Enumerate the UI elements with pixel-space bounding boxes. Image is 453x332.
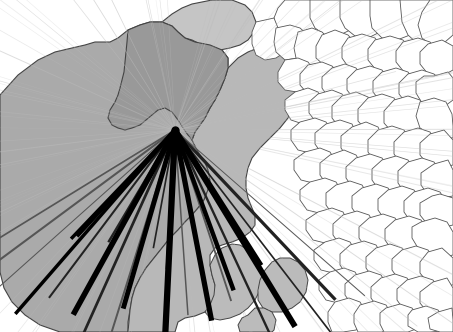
Polygon shape — [352, 184, 394, 221]
Polygon shape — [380, 304, 418, 332]
Polygon shape — [420, 194, 453, 228]
Polygon shape — [274, 0, 330, 38]
Polygon shape — [162, 0, 256, 50]
Polygon shape — [358, 94, 400, 133]
Polygon shape — [420, 248, 453, 286]
Polygon shape — [370, 0, 418, 40]
Polygon shape — [108, 22, 228, 140]
Polygon shape — [319, 268, 361, 303]
Polygon shape — [366, 244, 408, 281]
Polygon shape — [322, 64, 362, 100]
Polygon shape — [428, 308, 453, 332]
Polygon shape — [258, 258, 308, 312]
Polygon shape — [278, 58, 314, 92]
Polygon shape — [310, 0, 358, 36]
Polygon shape — [0, 22, 228, 332]
Polygon shape — [340, 0, 388, 38]
Polygon shape — [128, 46, 298, 332]
Polygon shape — [420, 130, 453, 168]
Polygon shape — [412, 218, 453, 258]
Polygon shape — [274, 25, 312, 60]
Polygon shape — [285, 88, 323, 124]
Polygon shape — [294, 28, 332, 65]
Polygon shape — [342, 34, 382, 72]
Polygon shape — [294, 148, 336, 183]
Polygon shape — [309, 90, 348, 126]
Polygon shape — [300, 62, 338, 96]
Polygon shape — [394, 128, 436, 167]
Polygon shape — [316, 30, 356, 68]
Polygon shape — [205, 244, 262, 320]
Polygon shape — [345, 271, 387, 308]
Polygon shape — [332, 92, 373, 130]
Polygon shape — [416, 72, 453, 108]
Polygon shape — [396, 38, 438, 76]
Polygon shape — [372, 156, 414, 193]
Polygon shape — [291, 118, 332, 153]
Polygon shape — [347, 66, 388, 102]
Polygon shape — [328, 298, 366, 332]
Polygon shape — [315, 120, 357, 157]
Polygon shape — [320, 150, 362, 188]
Polygon shape — [306, 208, 348, 243]
Polygon shape — [408, 306, 444, 332]
Polygon shape — [238, 308, 276, 332]
Polygon shape — [300, 178, 342, 213]
Polygon shape — [368, 126, 410, 165]
Polygon shape — [333, 211, 375, 248]
Polygon shape — [368, 36, 410, 74]
Polygon shape — [398, 158, 440, 196]
Polygon shape — [385, 216, 427, 253]
Polygon shape — [397, 276, 439, 313]
Polygon shape — [373, 68, 414, 104]
Polygon shape — [340, 241, 382, 278]
Polygon shape — [341, 122, 383, 161]
Polygon shape — [378, 186, 420, 223]
Polygon shape — [371, 274, 413, 311]
Polygon shape — [404, 188, 446, 225]
Polygon shape — [346, 154, 388, 191]
Polygon shape — [400, 0, 450, 46]
Polygon shape — [418, 0, 453, 46]
Polygon shape — [314, 238, 356, 273]
Polygon shape — [384, 96, 426, 135]
Polygon shape — [416, 98, 453, 138]
Polygon shape — [421, 160, 453, 198]
Polygon shape — [354, 301, 392, 332]
Polygon shape — [359, 214, 401, 251]
Polygon shape — [326, 181, 368, 218]
Polygon shape — [399, 70, 440, 106]
Polygon shape — [392, 246, 434, 283]
Polygon shape — [252, 18, 290, 60]
Polygon shape — [420, 278, 453, 316]
Polygon shape — [420, 40, 453, 76]
